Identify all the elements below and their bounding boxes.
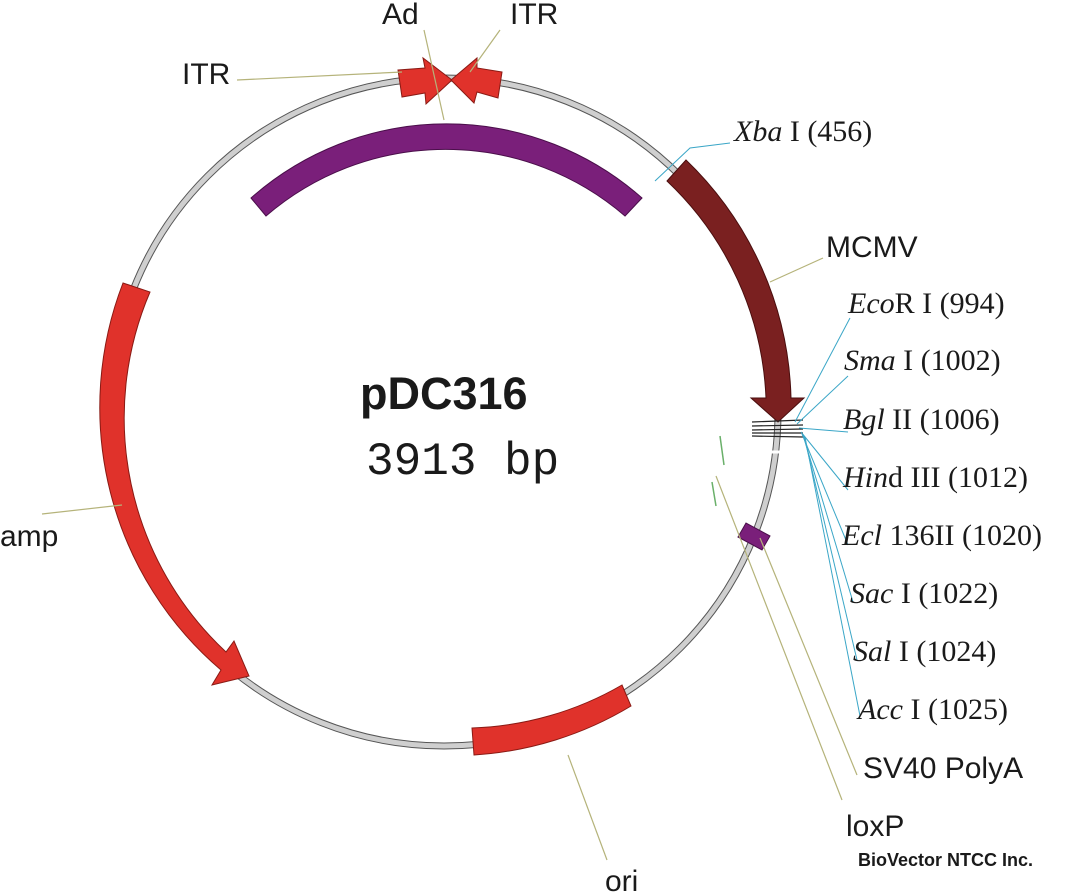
- label-loxp: loxP: [846, 810, 904, 843]
- site-leaders: [654, 142, 861, 717]
- label-amp: amp: [0, 520, 58, 553]
- itr-left-arrow: [397, 56, 453, 106]
- site-smai: Sma I (1002): [844, 344, 1001, 377]
- feature-tick: [719, 435, 725, 466]
- site-hindiii: Hind III (1012): [842, 461, 1028, 494]
- feature-leaders: [41, 29, 858, 861]
- mcmv-feature-arrow: [666, 159, 806, 423]
- plasmid-name: pDC316: [360, 368, 528, 419]
- backbone-gap-marker: [648, 166, 668, 187]
- label-mcmv: MCMV: [826, 231, 918, 264]
- mcs-tick-marks: [751, 419, 804, 438]
- site-ecori: EcoR I (994): [847, 287, 1005, 320]
- label-ori: ori: [605, 865, 638, 893]
- credit-text: BioVector NTCC Inc.: [858, 850, 1033, 870]
- itr-right-arrow: [450, 56, 503, 104]
- ori-feature-box: [471, 684, 632, 756]
- site-xba: Xba I (456): [733, 115, 872, 148]
- label-itr-left: ITR: [182, 58, 230, 91]
- site-saci: Sac I (1022): [850, 577, 998, 610]
- site-ecl136ii: Ecl 136II (1020): [841, 519, 1042, 552]
- label-itr-right: ITR: [510, 0, 558, 31]
- feature-tick: [711, 481, 717, 507]
- site-sali: Sal I (1024): [853, 635, 996, 668]
- site-acci: Acc I (1025): [856, 693, 1008, 726]
- ad-feature-arc: [250, 123, 643, 217]
- site-bglii: Bgl II (1006): [843, 403, 1000, 436]
- label-sv40-polya: SV40 PolyA: [863, 752, 1023, 785]
- plasmid-size: 3913 bp: [366, 436, 559, 488]
- label-ad: Ad: [382, 0, 419, 31]
- amp-feature-arrow: [99, 282, 250, 686]
